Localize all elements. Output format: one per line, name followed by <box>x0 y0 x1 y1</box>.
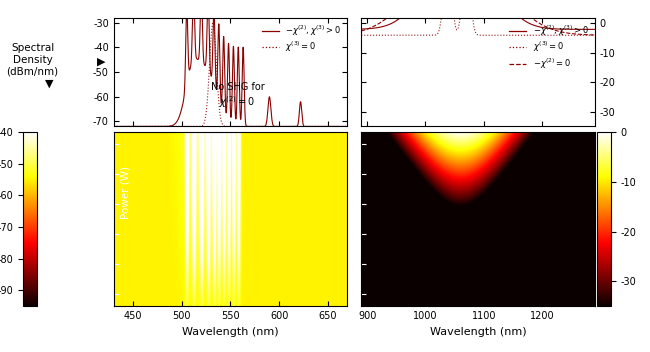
X-axis label: Wavelength (nm): Wavelength (nm) <box>182 327 279 337</box>
Text: ▼: ▼ <box>44 79 53 89</box>
Text: No SHG for
$\chi^{(2)}=0$: No SHG for $\chi^{(2)}=0$ <box>211 82 265 110</box>
Text: ▶: ▶ <box>96 57 105 67</box>
Legend: $-\chi^{(2)}, \chi^{(3)}>0$, $\chi^{(3)}=0$: $-\chi^{(2)}, \chi^{(3)}>0$, $\chi^{(3)}… <box>260 22 343 56</box>
Text: Spectral
Density
(dBm/nm): Spectral Density (dBm/nm) <box>6 43 58 76</box>
Legend: $-\chi^{(2)}, \chi^{(3)}>0$, $\chi^{(3)}=0$, $-\chi^{(2)}=0$: $-\chi^{(2)}, \chi^{(3)}>0$, $\chi^{(3)}… <box>508 22 591 73</box>
X-axis label: Wavelength (nm): Wavelength (nm) <box>430 327 526 337</box>
Text: Power (W): Power (W) <box>120 166 131 219</box>
